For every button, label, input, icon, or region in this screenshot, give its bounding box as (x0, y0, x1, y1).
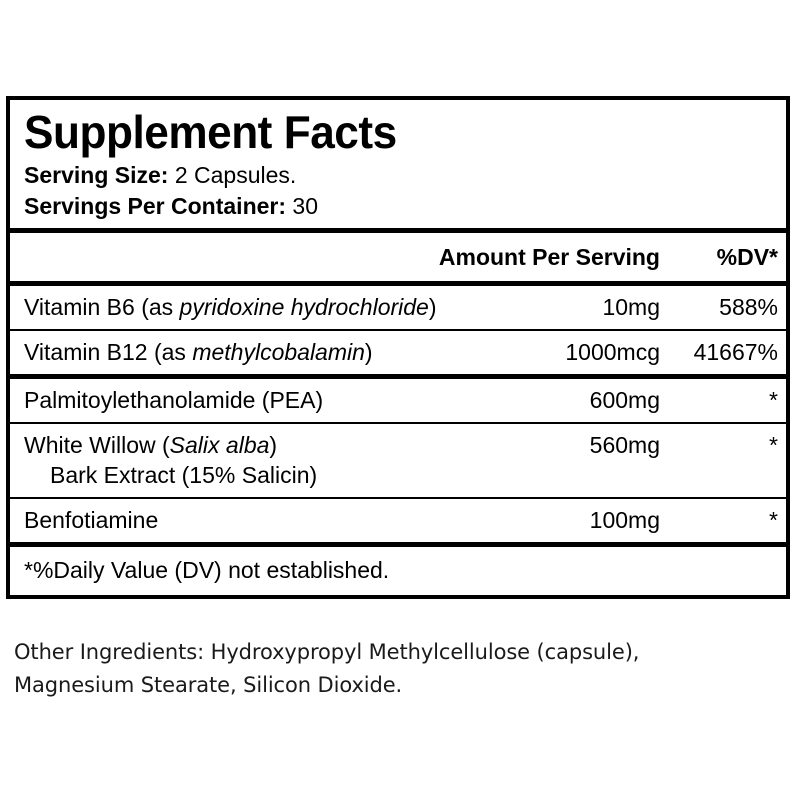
nutrient-name-prefix: White Willow ( (24, 432, 170, 458)
serving-size-line: Serving Size: 2 Capsules. (24, 160, 786, 191)
nutrient-name: White Willow (Salix alba) Bark Extract (1… (10, 430, 480, 490)
nutrient-name-suffix: ) (364, 339, 373, 365)
divider-above-footnote (10, 542, 786, 547)
nutrient-name: Vitamin B6 (as pyridoxine hydrochloride) (10, 292, 480, 322)
other-ingredients-line-1: Other Ingredients: Hydroxypropyl Methylc… (14, 640, 640, 664)
nutrient-amount: 560mg (589, 432, 660, 458)
table-row: Vitamin B12 (as methylcobalamin) 1000mcg… (10, 331, 786, 374)
nutrient-name-prefix: Vitamin B12 (as (24, 339, 193, 365)
table-row: Benfotiamine 100mg * (10, 499, 786, 542)
table-row: White Willow (Salix alba) Bark Extract (1… (10, 424, 786, 497)
divider-row (10, 422, 786, 424)
column-header-row: Amount Per Serving %DV* (10, 233, 786, 281)
nutrient-name: Palmitoylethanolamide (PEA) (10, 385, 480, 415)
column-header-dv: %DV* (716, 244, 778, 270)
column-header-amount: Amount Per Serving (438, 244, 660, 270)
divider-row (10, 329, 786, 331)
nutrient-name-suffix: ) (269, 432, 278, 458)
nutrient-dv: * (769, 387, 778, 413)
nutrient-amount: 10mg (602, 294, 660, 320)
nutrient-amount: 600mg (589, 387, 660, 413)
divider-between-sections (10, 374, 786, 379)
daily-value-footnote: *%Daily Value (DV) not established. (24, 557, 390, 583)
serving-size-label: Serving Size: (24, 162, 169, 188)
panel-header: Supplement Facts Serving Size: 2 Capsule… (10, 100, 786, 228)
nutrient-dv: 588% (719, 294, 778, 320)
nutrient-name: Benfotiamine (10, 505, 480, 535)
divider-row (10, 497, 786, 499)
table-row: Vitamin B6 (as pyridoxine hydrochloride)… (10, 286, 786, 329)
nutrient-dv: * (769, 432, 778, 458)
supplement-facts-panel: Supplement Facts Serving Size: 2 Capsule… (6, 96, 790, 599)
servings-per-container-line: Servings Per Container: 30 (24, 191, 786, 222)
table-row: Palmitoylethanolamide (PEA) 600mg * (10, 379, 786, 422)
nutrient-amount: 1000mcg (565, 339, 660, 365)
nutrient-name-second-line: Bark Extract (15% Salicin) (50, 462, 318, 488)
nutrient-name-suffix: ) (428, 294, 437, 320)
divider-under-column-headers (10, 281, 786, 286)
serving-size-value: 2 Capsules. (174, 162, 297, 188)
nutrient-name: Vitamin B12 (as methylcobalamin) (10, 337, 480, 367)
other-ingredients: Other Ingredients: Hydroxypropyl Methylc… (14, 636, 774, 702)
nutrient-name-prefix: Vitamin B6 (as (24, 294, 180, 320)
servings-per-container-value: 30 (292, 193, 319, 219)
nutrient-name-prefix: Palmitoylethanolamide (PEA) (24, 387, 324, 413)
nutrient-name-prefix: Benfotiamine (24, 507, 159, 533)
nutrient-amount: 100mg (589, 507, 660, 533)
nutrient-name-italic: pyridoxine hydrochloride (179, 294, 429, 320)
nutrient-name-italic: methylcobalamin (192, 339, 365, 365)
servings-per-container-label: Servings Per Container: (24, 193, 287, 219)
nutrient-dv: * (769, 507, 778, 533)
nutrient-dv: 41667% (693, 339, 778, 365)
page-title: Supplement Facts (24, 106, 397, 158)
divider-under-header (10, 228, 786, 233)
nutrient-name-italic: Salix alba (169, 432, 270, 458)
other-ingredients-line-2: Magnesium Stearate, Silicon Dioxide. (14, 673, 403, 697)
